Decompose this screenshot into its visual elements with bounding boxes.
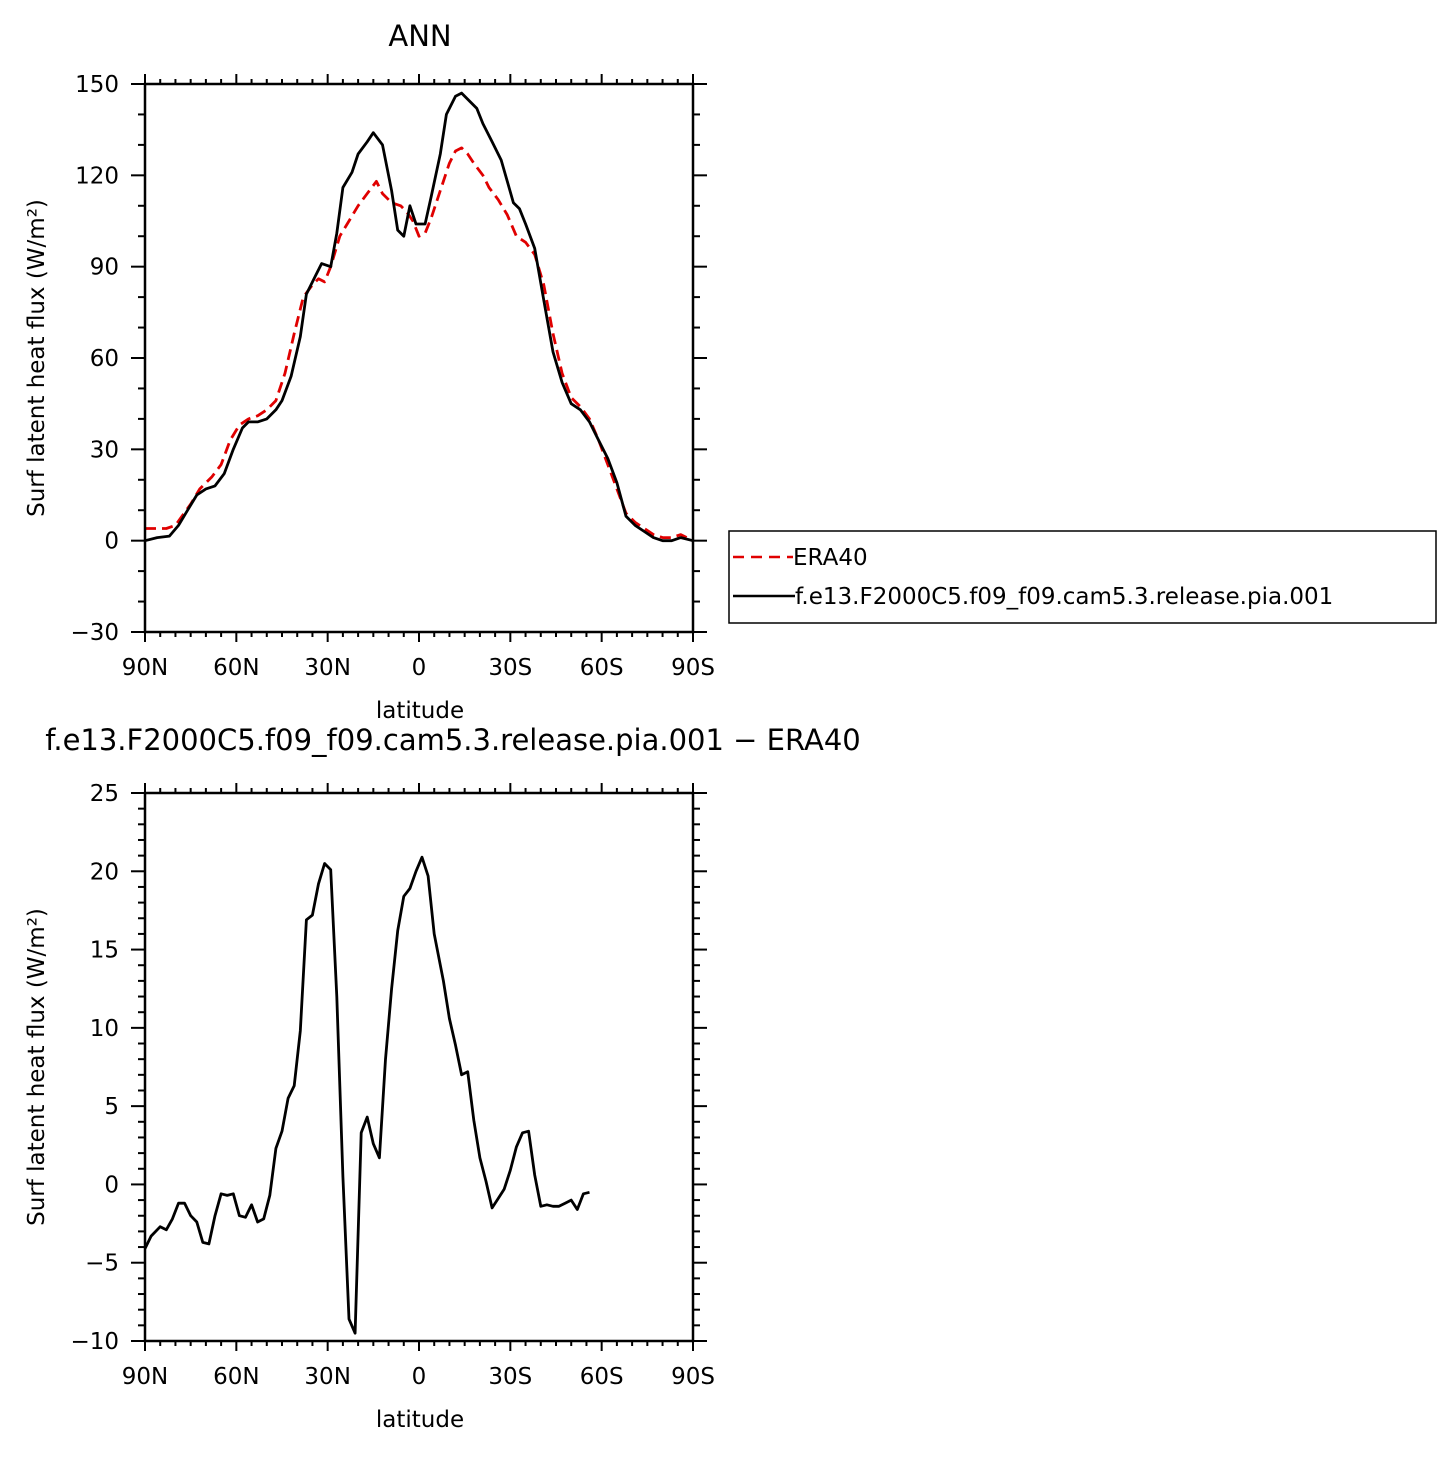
legend-label-era40: ERA40	[793, 545, 868, 571]
top-y-tick-label: 60	[90, 346, 119, 372]
top-y-tick-label: 0	[104, 529, 119, 555]
bottom-y-tick-label: 0	[104, 1172, 119, 1198]
bottom-x-tick-label: 90N	[122, 1364, 168, 1390]
bottom-panel-title: f.e13.F2000C5.f09_f09.cam5.3.release.pia…	[45, 723, 860, 757]
top-y-tick-label: 150	[75, 72, 119, 98]
top-x-tick-label: 60N	[213, 655, 259, 681]
bottom-x-axis-label: latitude	[376, 1407, 464, 1433]
bottom-x-tick-label: 30S	[488, 1364, 532, 1390]
bottom-y-axis-label: Surf latent heat flux (W/m²)	[24, 908, 50, 1226]
bottom-y-tick-label: −10	[70, 1329, 119, 1355]
top-panel: ANN 90N 60N 30N 0 30S 60S 90S−300306090120150 …	[24, 19, 1437, 724]
top-plot-frame	[143, 82, 695, 634]
bottom-x-tick-label: 60N	[213, 1364, 259, 1390]
top-x-tick-label: 90S	[671, 655, 715, 681]
legend-box	[728, 530, 1437, 624]
top-y-tick-label: −30	[70, 620, 119, 646]
bottom-y-tick-label: −5	[85, 1251, 119, 1277]
top-x-tick-label: 60S	[580, 655, 624, 681]
bottom-y-tick-label: 15	[90, 938, 119, 964]
legend: ERA40 f.e13.F2000C5.f09_f09.cam5.3.relea…	[728, 530, 1437, 624]
top-y-tick-label: 90	[90, 255, 119, 281]
bottom-x-tick-label: 90S	[671, 1364, 715, 1390]
top-panel-ticks: 90N 60N 30N 0 30S 60S 90S −30 0 30 60 90 120 150	[70, 72, 714, 681]
bottom-plot-frame	[143, 791, 695, 1343]
top-y-axis-label: Surf latent heat flux (W/m²)	[24, 199, 50, 517]
bottom-y-tick-label: 20	[90, 859, 119, 885]
bottom-x-tick-label: 0	[412, 1364, 427, 1390]
top-x-tick-label: 90N	[122, 655, 168, 681]
top-x-tick-label: 30N	[304, 655, 350, 681]
top-panel-title: ANN	[388, 19, 451, 53]
top-y-tick-label: 120	[75, 163, 119, 189]
bottom-y-tick-label: 5	[104, 1094, 119, 1120]
top-x-axis-label: latitude	[376, 698, 464, 724]
top-x-tick-label: 0	[412, 655, 427, 681]
bottom-series-line-model	[143, 855, 590, 1335]
bottom-panel-lines	[143, 855, 590, 1335]
top-x-tick-label: 30S	[488, 655, 532, 681]
bottom-panel-ticks: 90N 60N 30N 0 30S 60S 90S −10 −5 0 5 10 15 20 25	[70, 781, 714, 1390]
top-panel-lines	[144, 91, 694, 543]
legend-label-model: f.e13.F2000C5.f09_f09.cam5.3.release.pia…	[795, 584, 1333, 610]
bottom-x-tick-label: 30N	[304, 1364, 350, 1390]
top-series-line-model	[144, 91, 694, 543]
bottom-y-tick-label: 25	[90, 781, 119, 807]
top-y-tick-label: 30	[90, 437, 119, 463]
bottom-y-tick-label: 10	[90, 1016, 119, 1042]
bottom-panel: f.e13.F2000C5.f09_f09.cam5.3.release.pia…	[24, 723, 861, 1433]
top-series-line-era40	[145, 146, 694, 542]
bottom-x-tick-label: 60S	[580, 1364, 624, 1390]
